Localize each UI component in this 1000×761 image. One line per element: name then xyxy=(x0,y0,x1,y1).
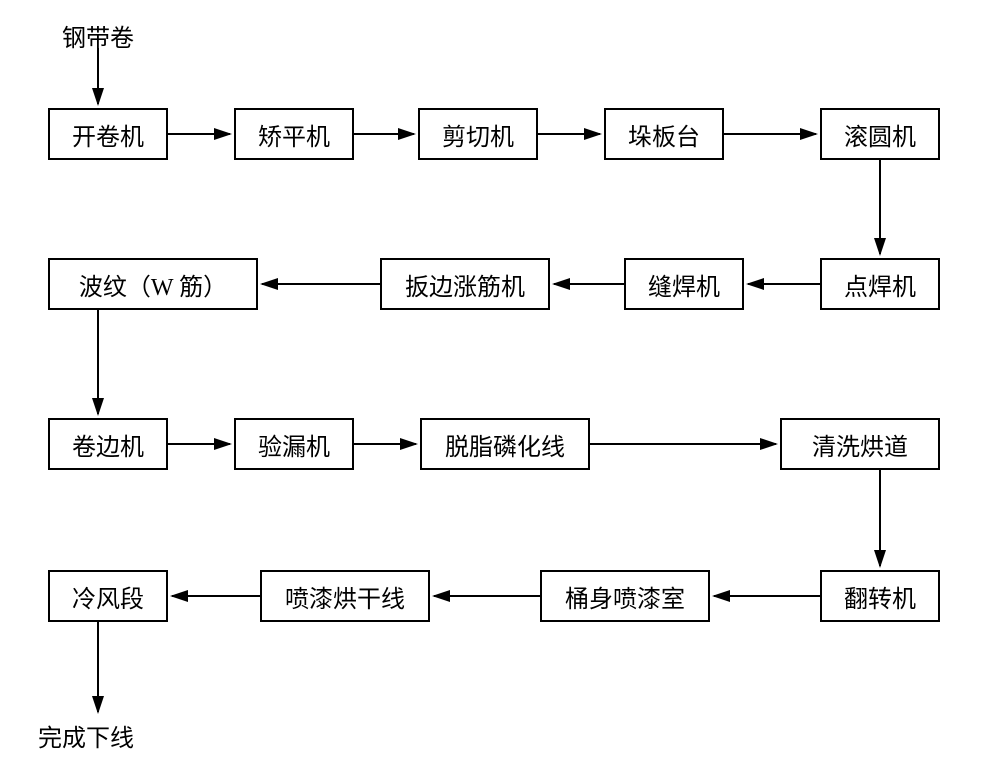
flowchart-canvas: 钢带卷完成下线 开卷机 矫平机 剪切机 垛板台 滚圆机点焊机 缝焊机 扳边涨筋机 波纹（W 筋）… xyxy=(0,0,1000,761)
flow-node-label: 冷风段 xyxy=(72,579,144,614)
flow-node-label: 波纹（W 筋） xyxy=(79,267,227,302)
flow-node-n17: 冷风段 xyxy=(48,570,168,622)
flow-node-n6: 点焊机 xyxy=(820,258,940,310)
flow-node-n4: 垛板台 xyxy=(604,108,724,160)
flow-node-label: 桶身喷漆室 xyxy=(565,579,685,614)
flow-node-label: 垛板台 xyxy=(628,117,700,152)
flow-node-n7: 缝焊机 xyxy=(624,258,744,310)
flow-label-start: 钢带卷 xyxy=(62,18,134,53)
flow-node-n13: 清洗烘道 xyxy=(780,418,940,470)
flow-node-label: 矫平机 xyxy=(258,117,330,152)
flow-node-n11: 验漏机 xyxy=(234,418,354,470)
flow-node-n3: 剪切机 xyxy=(418,108,538,160)
flow-node-n15: 桶身喷漆室 xyxy=(540,570,710,622)
flow-node-n9: 波纹（W 筋） xyxy=(48,258,258,310)
flow-node-label: 翻转机 xyxy=(844,579,916,614)
flow-node-n8: 扳边涨筋机 xyxy=(380,258,550,310)
flow-node-n10: 卷边机 xyxy=(48,418,168,470)
flow-node-n2: 矫平机 xyxy=(234,108,354,160)
flow-node-label: 卷边机 xyxy=(72,427,144,462)
flow-node-n5: 滚圆机 xyxy=(820,108,940,160)
flow-node-label: 清洗烘道 xyxy=(812,427,908,462)
flow-node-label: 喷漆烘干线 xyxy=(285,579,405,614)
flow-node-label: 滚圆机 xyxy=(844,117,916,152)
flow-node-n16: 喷漆烘干线 xyxy=(260,570,430,622)
flow-node-label: 点焊机 xyxy=(844,267,916,302)
flow-node-label: 扳边涨筋机 xyxy=(405,267,525,302)
flow-node-label: 开卷机 xyxy=(72,117,144,152)
flow-node-label: 脱脂磷化线 xyxy=(445,427,565,462)
flow-node-n12: 脱脂磷化线 xyxy=(420,418,590,470)
flow-node-label: 验漏机 xyxy=(258,427,330,462)
flow-node-n1: 开卷机 xyxy=(48,108,168,160)
flow-node-n14: 翻转机 xyxy=(820,570,940,622)
flow-node-label: 缝焊机 xyxy=(648,267,720,302)
flow-node-label: 剪切机 xyxy=(442,117,514,152)
flow-label-end: 完成下线 xyxy=(38,718,134,753)
